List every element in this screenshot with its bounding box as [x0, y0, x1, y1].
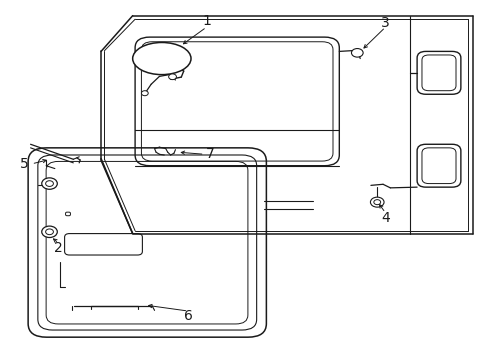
Circle shape: [45, 181, 53, 186]
Text: 7: 7: [205, 147, 214, 161]
Text: 1: 1: [202, 14, 211, 28]
Text: 3: 3: [380, 16, 389, 30]
Text: 5: 5: [20, 157, 29, 171]
Circle shape: [41, 178, 57, 189]
Circle shape: [141, 91, 148, 96]
Text: 2: 2: [54, 241, 63, 255]
Circle shape: [45, 229, 53, 235]
Circle shape: [373, 200, 380, 204]
Circle shape: [41, 226, 57, 238]
Circle shape: [351, 49, 363, 57]
Circle shape: [370, 197, 383, 207]
Text: 4: 4: [380, 211, 389, 225]
Text: 6: 6: [184, 309, 193, 323]
Circle shape: [168, 74, 176, 80]
Ellipse shape: [132, 42, 191, 75]
